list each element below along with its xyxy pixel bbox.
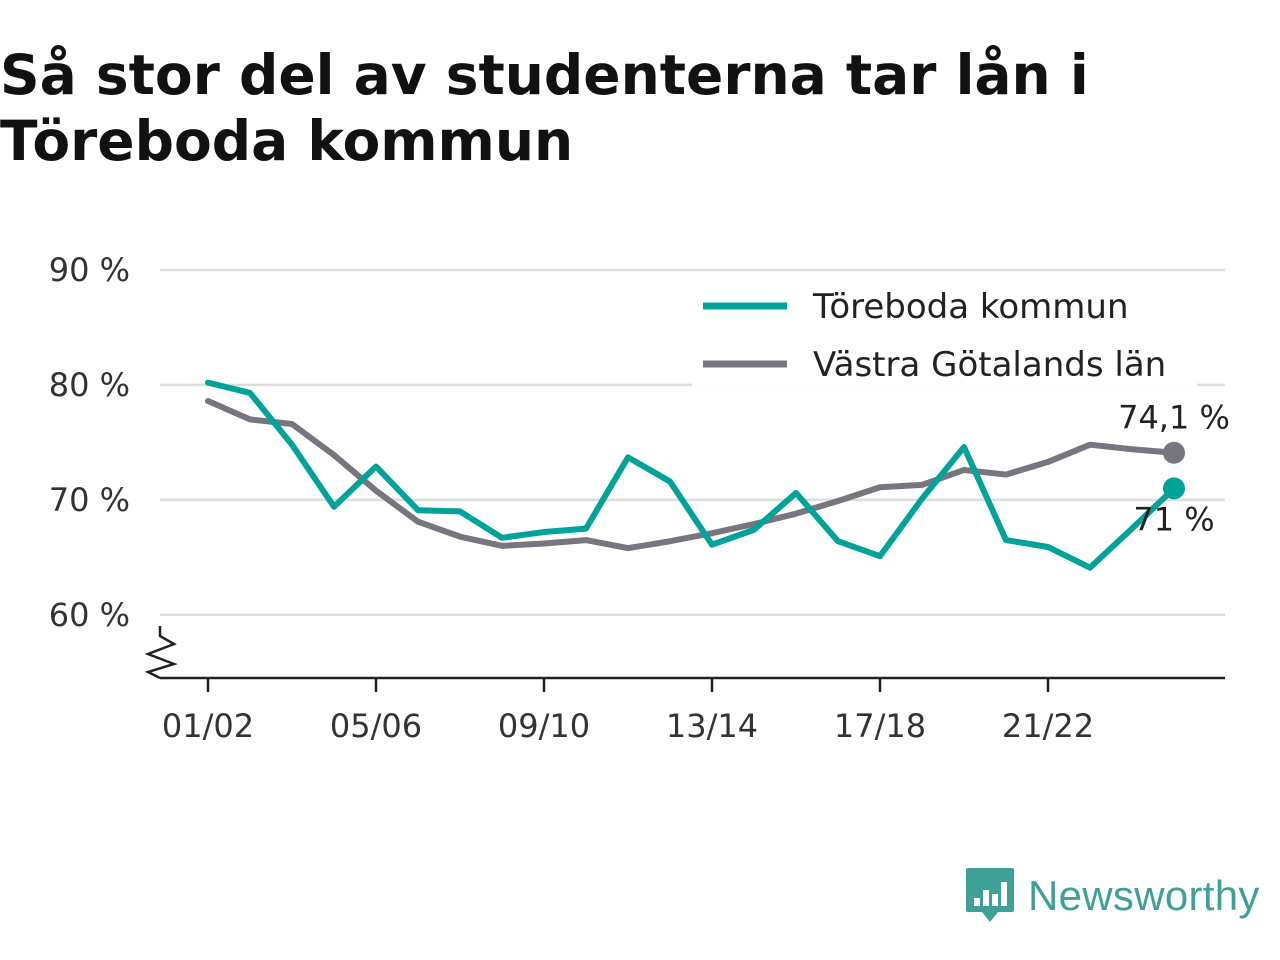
chart-title: Så stor del av studenterna tar lån i Tör… — [0, 43, 1089, 173]
axes — [144, 626, 1225, 680]
end-point — [1163, 441, 1185, 464]
end-point — [1163, 477, 1185, 500]
legend: Töreboda kommun Västra Götalands län — [692, 278, 1197, 386]
y-tick-label: 70 % — [49, 481, 130, 519]
y-tick-label: 90 % — [49, 251, 130, 289]
series-lines — [205, 379, 1177, 571]
x-tick-label: 17/18 — [834, 707, 926, 745]
x-tick-label: 13/14 — [666, 707, 758, 745]
y-tick-label: 60 % — [49, 596, 130, 634]
legend-background — [692, 278, 1197, 386]
y-axis-ticks: 60 % 70 % 80 % 90 % — [49, 251, 130, 634]
end-value-label: 71 % — [1133, 500, 1214, 538]
x-axis-ticks: 01/02 05/06 09/10 13/14 17/18 21/22 — [162, 678, 1094, 745]
newsworthy-logo: Newsworthy — [964, 866, 1260, 926]
end-value-label: 74,1 % — [1118, 399, 1230, 437]
y-tick-label: 80 % — [49, 366, 130, 404]
legend-label: Västra Götalands län — [813, 345, 1166, 385]
x-tick-label: 01/02 — [162, 707, 254, 745]
legend-label: Töreboda kommun — [812, 287, 1129, 327]
x-tick-label: 21/22 — [1002, 707, 1094, 745]
newsworthy-chart-icon — [966, 868, 1014, 922]
brand-name: Newsworthy — [1028, 872, 1260, 919]
series-line — [205, 379, 1177, 571]
x-tick-label: 05/06 — [330, 707, 422, 745]
series-line — [205, 398, 1177, 552]
end-labels: 71 % 74,1 % — [1118, 399, 1230, 539]
x-tick-label: 09/10 — [498, 707, 590, 745]
axis-break-icon — [144, 626, 178, 680]
